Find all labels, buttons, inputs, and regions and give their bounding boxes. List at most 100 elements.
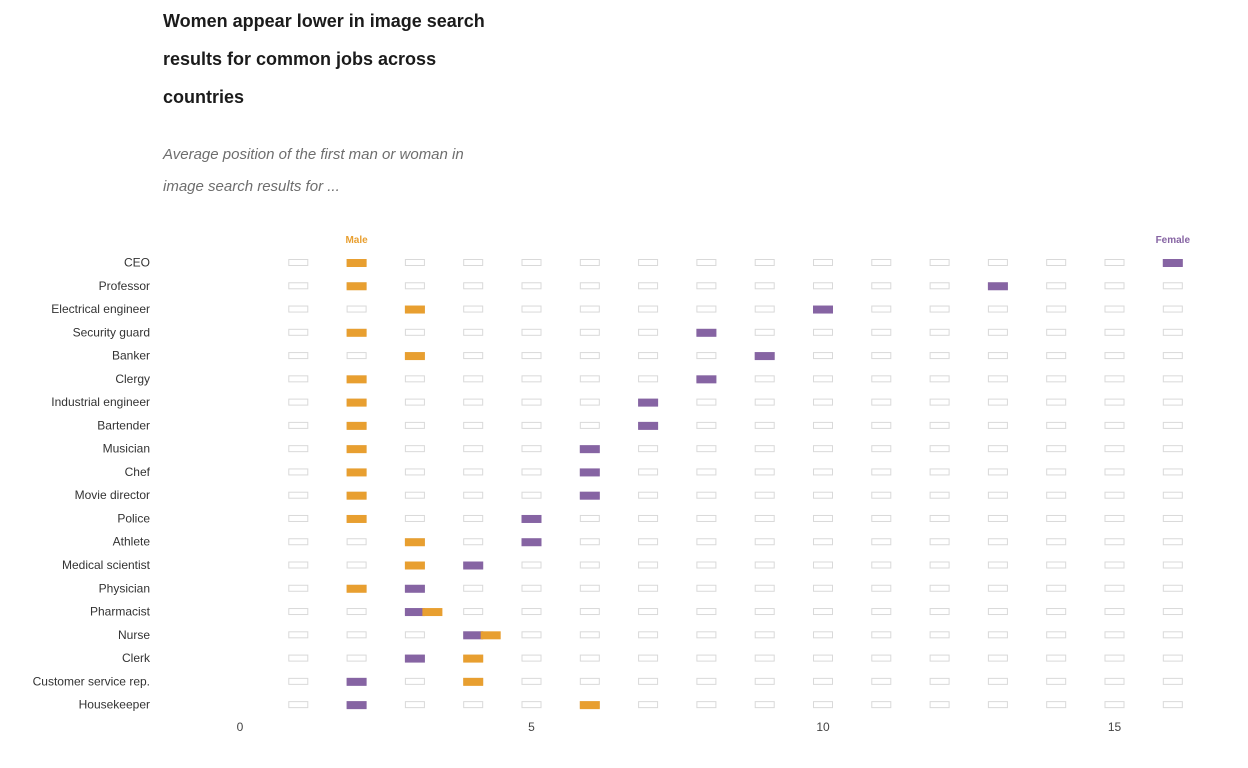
- empty-slot: [754, 305, 775, 313]
- chart-subtitle: Average position of the first man or wom…: [163, 146, 464, 195]
- x-tick-label: 15: [1108, 720, 1122, 734]
- empty-slot: [987, 538, 1008, 546]
- empty-slot: [1104, 654, 1125, 662]
- empty-slot: [871, 538, 892, 546]
- empty-slot: [813, 398, 833, 406]
- empty-slot: [1046, 561, 1067, 569]
- empty-slot: [1046, 259, 1067, 266]
- empty-slot: [929, 631, 950, 639]
- empty-slot: [579, 561, 600, 569]
- empty-slot: [288, 491, 309, 499]
- empty-slot: [579, 305, 600, 313]
- empty-slot: [1046, 305, 1067, 313]
- empty-slot: [404, 375, 425, 383]
- empty-slot: [696, 352, 717, 360]
- empty-slot: [579, 282, 600, 290]
- empty-slot: [871, 259, 892, 266]
- row-label: Professor: [99, 279, 150, 293]
- empty-slot: [346, 608, 367, 616]
- x-tick-label: 0: [237, 720, 244, 734]
- empty-slot: [638, 259, 659, 266]
- empty-slot: [288, 561, 309, 569]
- empty-slot: [1162, 445, 1183, 453]
- empty-slot: [1104, 421, 1125, 429]
- empty-slot: [346, 654, 367, 662]
- empty-slot: [638, 514, 659, 522]
- empty-slot: [1046, 421, 1067, 429]
- empty-slot: [813, 514, 833, 522]
- empty-slot: [638, 561, 659, 569]
- empty-slot: [929, 491, 950, 499]
- empty-slot: [696, 514, 717, 522]
- legend-female: Female: [1156, 235, 1191, 246]
- empty-slot: [521, 561, 542, 569]
- empty-slot: [1104, 398, 1125, 406]
- empty-slot: [871, 398, 892, 406]
- empty-slot: [871, 631, 892, 639]
- empty-slot: [288, 468, 309, 476]
- empty-slot: [521, 468, 542, 476]
- empty-slot: [404, 421, 425, 429]
- empty-slot: [579, 631, 600, 639]
- empty-slot: [987, 631, 1008, 639]
- female-mark: [987, 282, 1008, 291]
- x-tick-label: 5: [528, 720, 535, 734]
- empty-slot: [579, 259, 600, 266]
- empty-slot: [1104, 375, 1125, 383]
- empty-slot: [1104, 631, 1125, 639]
- empty-slot: [871, 305, 892, 313]
- empty-slot: [813, 421, 833, 429]
- empty-slot: [929, 584, 950, 592]
- row-label: Banker: [112, 349, 150, 363]
- empty-slot: [463, 445, 484, 453]
- empty-slot: [871, 677, 892, 685]
- empty-slot: [1046, 328, 1067, 336]
- empty-slot: [871, 468, 892, 476]
- empty-slot: [1046, 701, 1067, 709]
- empty-slot: [288, 328, 309, 336]
- row-label: Housekeeper: [79, 698, 150, 712]
- empty-slot: [1104, 491, 1125, 499]
- empty-slot: [579, 514, 600, 522]
- empty-slot: [987, 445, 1008, 453]
- empty-slot: [1046, 677, 1067, 685]
- female-mark: [696, 375, 717, 384]
- empty-slot: [813, 561, 833, 569]
- empty-slot: [754, 398, 775, 406]
- empty-slot: [929, 375, 950, 383]
- male-mark: [346, 421, 367, 430]
- empty-slot: [288, 677, 309, 685]
- row-label: Police: [117, 511, 150, 525]
- empty-slot: [404, 282, 425, 290]
- empty-slot: [521, 352, 542, 360]
- empty-slot: [1046, 398, 1067, 406]
- empty-slot: [1162, 608, 1183, 616]
- empty-slot: [813, 608, 833, 616]
- empty-slot: [288, 538, 309, 546]
- empty-slot: [579, 608, 600, 616]
- female-mark: [696, 328, 717, 337]
- empty-slot: [346, 561, 367, 569]
- empty-slot: [638, 305, 659, 313]
- empty-slot: [929, 468, 950, 476]
- row-label: Athlete: [113, 535, 151, 549]
- empty-slot: [463, 584, 484, 592]
- empty-slot: [871, 584, 892, 592]
- empty-slot: [404, 328, 425, 336]
- empty-slot: [871, 654, 892, 662]
- empty-slot: [1104, 677, 1125, 685]
- empty-slot: [638, 328, 659, 336]
- empty-slot: [929, 654, 950, 662]
- empty-slot: [987, 561, 1008, 569]
- row-label: Industrial engineer: [51, 395, 150, 409]
- empty-slot: [638, 631, 659, 639]
- empty-slot: [404, 468, 425, 476]
- empty-slot: [813, 375, 833, 383]
- empty-slot: [346, 352, 367, 360]
- empty-slot: [638, 491, 659, 499]
- empty-slot: [1046, 584, 1067, 592]
- empty-slot: [1046, 654, 1067, 662]
- empty-slot: [754, 538, 775, 546]
- empty-slot: [813, 491, 833, 499]
- empty-slot: [1162, 468, 1183, 476]
